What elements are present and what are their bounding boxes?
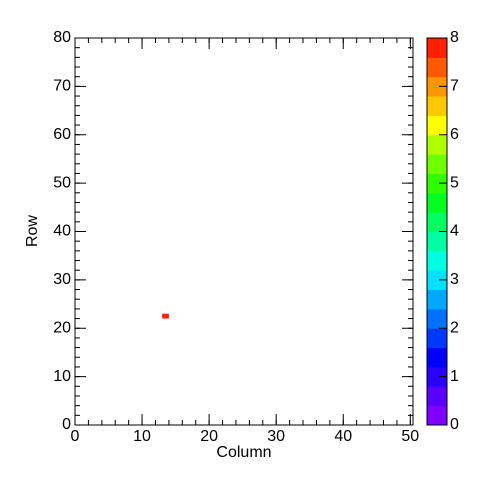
y-tick-label: 80: [53, 29, 71, 46]
colorbar-band: [427, 289, 447, 310]
y-tick-label: 10: [53, 368, 71, 385]
colorbar-band: [427, 96, 447, 116]
colorbar-band: [427, 250, 447, 271]
y-tick-label: 50: [53, 174, 71, 191]
colorbar-band: [427, 57, 447, 78]
z-tick-label: 8: [450, 29, 459, 46]
colorbar-band: [427, 173, 447, 194]
plot-frame: [74, 37, 414, 426]
colorbar-band: [427, 386, 447, 407]
z-tick-label: 6: [450, 126, 459, 143]
colorbar-band: [427, 115, 447, 136]
z-tick-label: 3: [450, 271, 459, 288]
x-axis-title: Column: [216, 444, 271, 461]
x-tick-label: 30: [267, 428, 285, 445]
colorbar-band: [427, 231, 447, 252]
x-tick-label: 10: [133, 428, 151, 445]
z-tick-label: 0: [450, 416, 459, 433]
y-tick-label: 40: [53, 223, 71, 240]
x-tick-label: 50: [401, 428, 419, 445]
colorbar-band: [427, 328, 447, 349]
x-tick-label: 0: [71, 428, 80, 445]
y-tick-label: 0: [62, 416, 71, 433]
colorbar-band: [427, 134, 447, 155]
x-tick-label: 20: [200, 428, 218, 445]
colorbar-band: [427, 270, 447, 291]
colorbar-band: [427, 154, 447, 174]
colorbar-band: [427, 347, 447, 368]
colorbar-band: [427, 405, 447, 426]
x-tick-label: 40: [334, 428, 352, 445]
colorbar-band: [427, 212, 447, 232]
colorbar-band: [427, 366, 447, 387]
heatmap-cell: [162, 313, 169, 319]
z-tick-label: 1: [450, 368, 459, 385]
y-tick-label: 60: [53, 126, 71, 143]
z-tick-label: 5: [450, 174, 459, 191]
colorbar-band: [427, 192, 447, 213]
colorbar-band: [427, 308, 447, 329]
z-tick-label: 7: [450, 78, 459, 95]
colorbar-band: [427, 38, 447, 58]
y-tick-label: 70: [53, 78, 71, 95]
z-tick-label: 2: [450, 319, 459, 336]
colorbar-band: [427, 76, 447, 97]
y-axis-title: Row: [24, 215, 41, 247]
y-tick-label: 20: [53, 319, 71, 336]
z-tick-label: 4: [450, 223, 459, 240]
y-tick-label: 30: [53, 271, 71, 288]
